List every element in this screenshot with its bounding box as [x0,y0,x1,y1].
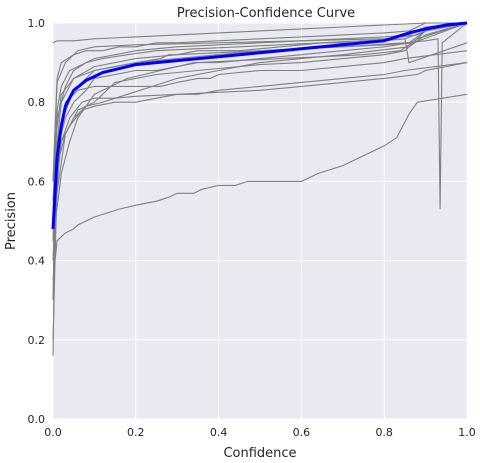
x-tick-labels: 0.0 0.2 0.4 0.6 0.8 1.0 [44,426,476,439]
class-curve-13 [52,22,468,356]
class-curve-11 [52,50,468,229]
class-curve-5 [52,62,468,222]
y-tick-label: 0.6 [28,175,46,188]
x-axis-label: Confidence [223,446,296,461]
class-curve-15 [52,22,468,214]
class-curve-14 [52,22,468,241]
class-curve-1 [52,22,467,44]
plot-area [53,23,467,419]
y-tick-label: 1.0 [28,17,46,30]
y-axis-label: Precision [4,192,19,250]
x-tick-label: 1.0 [458,426,476,439]
y-tick-label: 0.8 [28,96,46,109]
x-tick-label: 0.6 [293,426,311,439]
mean-curve [51,21,468,229]
class-curve-10 [52,22,468,222]
x-tick-label: 0.0 [44,426,62,439]
grid [52,22,468,420]
x-tick-label: 0.8 [375,426,393,439]
y-tick-label: 0.4 [28,255,46,268]
class-curve-16 [52,22,467,182]
class-curve-4 [52,93,468,281]
y-tick-label: 0.0 [28,413,46,426]
x-tick-label: 0.4 [210,426,228,439]
y-tick-labels: 0.0 0.2 0.4 0.6 0.8 1.0 [28,17,46,426]
y-tick-label: 0.2 [28,334,46,347]
x-tick-label: 0.2 [127,426,145,439]
class-curves [52,22,468,356]
mean-curve-group [51,21,468,229]
chart-title: Precision-Confidence Curve [177,6,355,21]
